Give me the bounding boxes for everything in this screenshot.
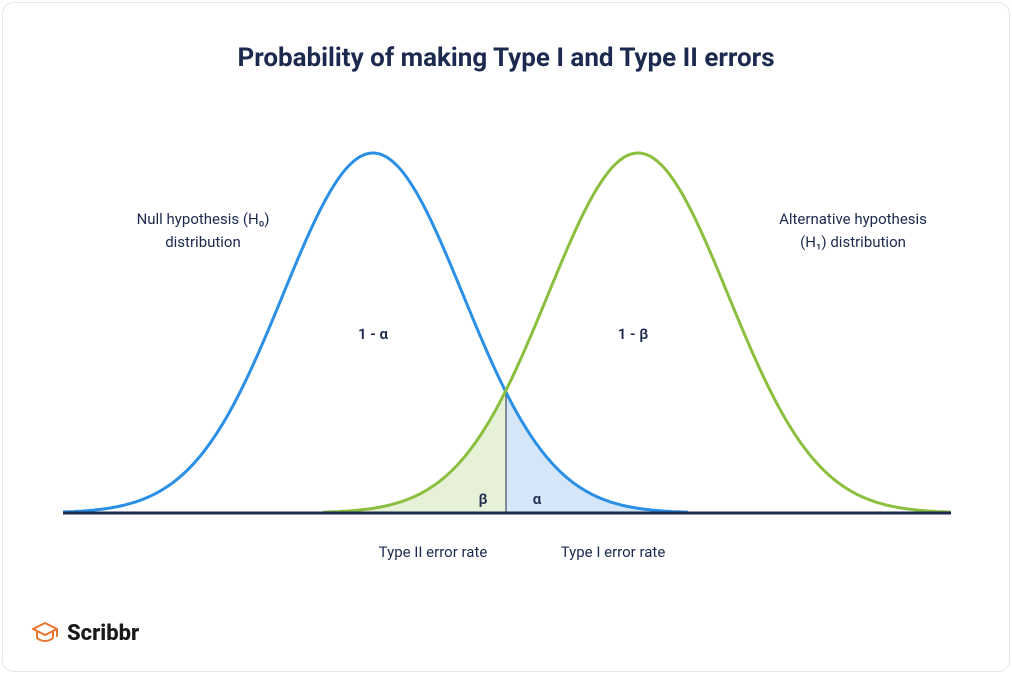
chart-area: Null hypothesis (H₀) distribution Altern… [63,123,949,563]
type1-error-rate-label: Type I error rate [533,541,693,564]
scribbr-logo-text: Scribbr [67,621,139,646]
alt-hypothesis-line1: Alternative hypothesis [779,210,927,228]
beta-symbol-label: β [471,488,495,511]
chart-title: Probability of making Type I and Type II… [3,43,1009,73]
graduation-cap-icon [31,619,59,647]
null-hypothesis-label: Null hypothesis (H₀) distribution [113,208,293,253]
alpha-symbol-label: α [525,488,549,511]
one-minus-alpha-label: 1 - α [343,323,403,346]
one-minus-beta-label: 1 - β [603,323,663,346]
scribbr-logo: Scribbr [31,619,139,647]
card: Probability of making Type I and Type II… [2,2,1010,672]
distribution-chart [63,123,951,563]
alt-hypothesis-label: Alternative hypothesis (H₁) distribution [753,208,953,253]
null-hypothesis-line2: distribution [165,233,241,251]
alt-hypothesis-line2: (H₁) distribution [800,233,906,251]
null-hypothesis-line1: Null hypothesis (H₀) [137,210,270,228]
type2-error-rate-label: Type II error rate [353,541,513,564]
